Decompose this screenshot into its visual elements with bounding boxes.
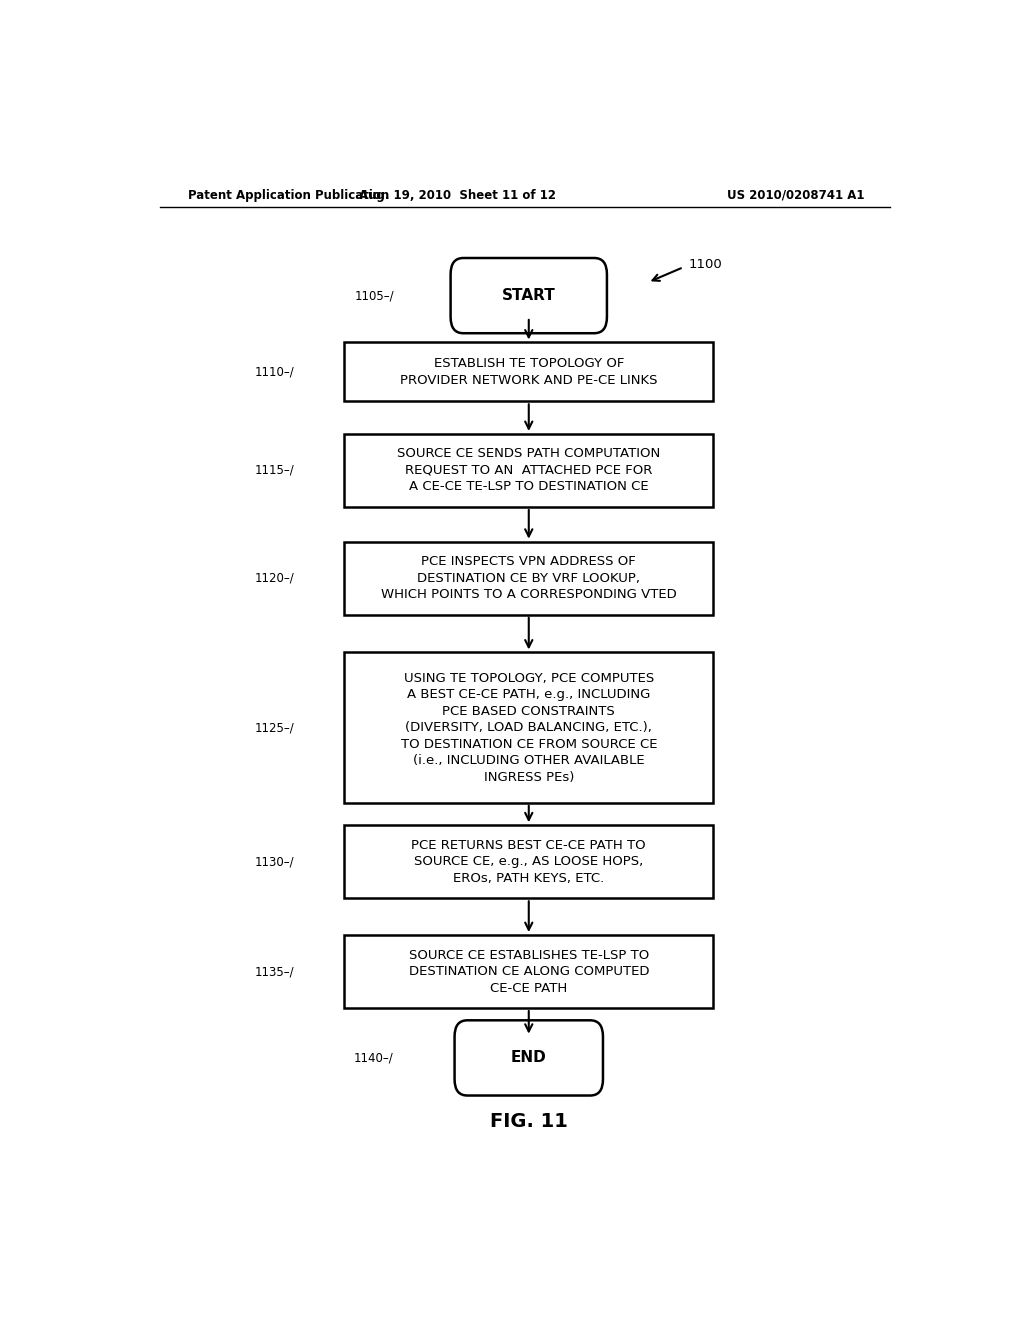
- Text: ESTABLISH TE TOPOLOGY OF
PROVIDER NETWORK AND PE-CE LINKS: ESTABLISH TE TOPOLOGY OF PROVIDER NETWOR…: [400, 358, 657, 387]
- Text: USING TE TOPOLOGY, PCE COMPUTES
A BEST CE-CE PATH, e.g., INCLUDING
PCE BASED CON: USING TE TOPOLOGY, PCE COMPUTES A BEST C…: [400, 672, 657, 784]
- Text: PCE RETURNS BEST CE-CE PATH TO
SOURCE CE, e.g., AS LOOSE HOPS,
EROs, PATH KEYS, : PCE RETURNS BEST CE-CE PATH TO SOURCE CE…: [412, 838, 646, 884]
- Text: 1135–/: 1135–/: [255, 965, 295, 978]
- Text: US 2010/0208741 A1: US 2010/0208741 A1: [727, 189, 864, 202]
- Text: Patent Application Publication: Patent Application Publication: [187, 189, 389, 202]
- Text: 1140–/: 1140–/: [354, 1052, 394, 1064]
- Bar: [344, 342, 714, 401]
- Bar: [344, 935, 714, 1008]
- Text: 1105–/: 1105–/: [354, 289, 394, 302]
- Text: 1130–/: 1130–/: [255, 855, 295, 869]
- Text: END: END: [511, 1051, 547, 1065]
- Bar: [344, 825, 714, 899]
- Text: SOURCE CE ESTABLISHES TE-LSP TO
DESTINATION CE ALONG COMPUTED
CE-CE PATH: SOURCE CE ESTABLISHES TE-LSP TO DESTINAT…: [409, 949, 649, 994]
- Text: PCE INSPECTS VPN ADDRESS OF
DESTINATION CE BY VRF LOOKUP,
WHICH POINTS TO A CORR: PCE INSPECTS VPN ADDRESS OF DESTINATION …: [381, 556, 677, 601]
- Text: SOURCE CE SENDS PATH COMPUTATION
REQUEST TO AN  ATTACHED PCE FOR
A CE-CE TE-LSP : SOURCE CE SENDS PATH COMPUTATION REQUEST…: [397, 447, 660, 494]
- Bar: [344, 434, 714, 507]
- FancyBboxPatch shape: [455, 1020, 603, 1096]
- FancyBboxPatch shape: [451, 257, 607, 333]
- Text: 1110–/: 1110–/: [255, 366, 295, 379]
- Bar: [344, 652, 714, 803]
- Text: 1115–/: 1115–/: [255, 463, 295, 477]
- Bar: [344, 541, 714, 615]
- Text: FIG. 11: FIG. 11: [489, 1113, 567, 1131]
- Text: Aug. 19, 2010  Sheet 11 of 12: Aug. 19, 2010 Sheet 11 of 12: [358, 189, 556, 202]
- Text: 1125–/: 1125–/: [255, 721, 295, 734]
- Text: START: START: [502, 288, 556, 304]
- Text: 1120–/: 1120–/: [255, 572, 295, 585]
- Text: 1100: 1100: [688, 257, 722, 271]
